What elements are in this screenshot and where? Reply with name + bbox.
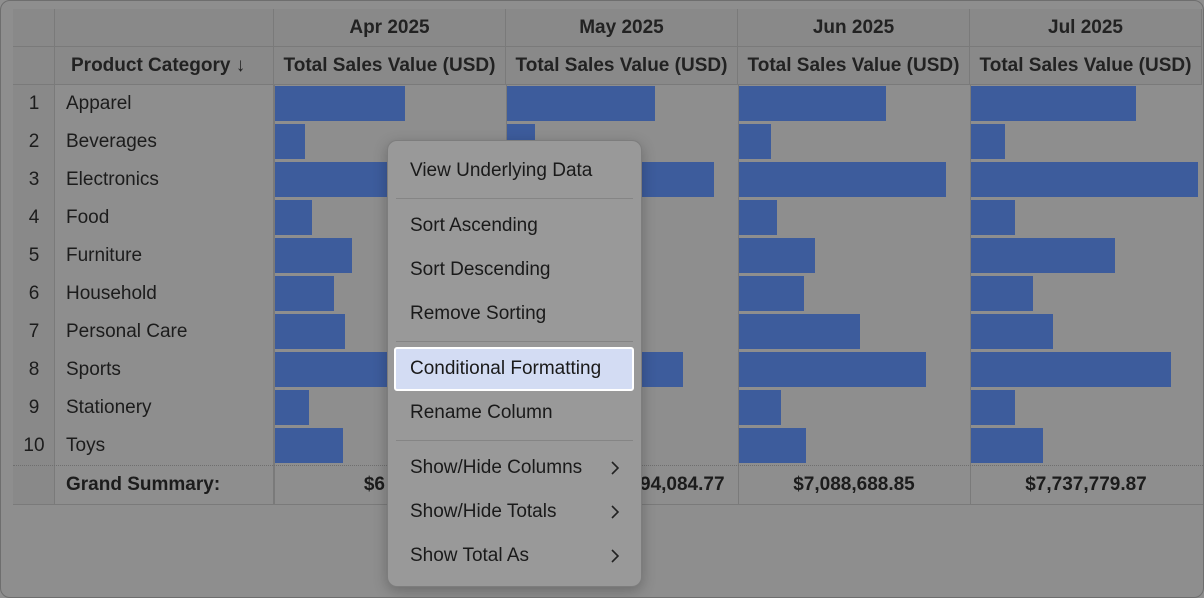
menu-divider [396, 440, 633, 441]
summary-value: $7,088,688.85 [793, 474, 915, 495]
corner [13, 47, 55, 85]
menu-item-label: Show/Hide Columns [410, 457, 583, 478]
row-label: Food [66, 207, 110, 228]
data-bar [739, 314, 860, 349]
menu-divider [396, 198, 633, 199]
data-bar [275, 314, 346, 349]
data-bar [275, 390, 310, 425]
measure-header[interactable]: Total Sales Value (USD) [970, 47, 1202, 85]
month-header[interactable]: Jun 2025 [738, 9, 970, 47]
month-header[interactable]: Jul 2025 [970, 9, 1202, 47]
submenu-arrow [611, 461, 620, 475]
menu-item[interactable]: Rename Column [394, 391, 634, 435]
summary-value: 94,084.77 [640, 474, 725, 495]
data-bar [739, 162, 946, 197]
summary-value: $6 [363, 474, 385, 495]
data-bar [971, 314, 1053, 349]
data-bar [275, 428, 344, 463]
row-label: Apparel [66, 93, 132, 114]
submenu-arrow [611, 549, 620, 563]
data-bar [275, 200, 312, 235]
row-number: 3 [28, 169, 40, 190]
data-bar [971, 200, 1016, 235]
data-bar [739, 124, 771, 159]
month-header[interactable]: Apr 2025 [274, 9, 506, 47]
data-bar [739, 428, 806, 463]
summary-label: Grand Summary: [66, 474, 221, 495]
measure-header[interactable]: Total Sales Value (USD) [738, 47, 970, 85]
menu-item[interactable]: Show/Hide Columns [394, 446, 634, 490]
menu-item[interactable]: Sort Descending [394, 248, 634, 292]
data-bar [275, 276, 335, 311]
row-header[interactable]: Product Category ↓ [55, 47, 274, 85]
submenu-arrow [611, 505, 620, 519]
menu-item[interactable]: View Underlying Data [394, 149, 634, 193]
data-bar [275, 124, 305, 159]
data-bar [971, 428, 1043, 463]
menu-item-label: Sort Ascending [410, 215, 538, 236]
menu-item-label: Show/Hide Totals [410, 501, 557, 522]
row-label: Stationery [66, 397, 152, 418]
row-number: 5 [28, 245, 40, 266]
data-bar [275, 238, 352, 273]
row-label: Household [66, 283, 157, 304]
menu-item-label: Conditional Formatting [410, 358, 602, 379]
month-header[interactable]: May 2025 [506, 9, 738, 47]
row-number: 2 [28, 131, 40, 152]
data-bar [739, 200, 778, 235]
column-divider [738, 85, 739, 505]
menu-item[interactable]: Remove Sorting [394, 292, 634, 336]
corner [13, 9, 55, 47]
data-bar [971, 238, 1116, 273]
column-divider [970, 85, 971, 505]
row-number: 7 [28, 321, 40, 342]
column-divider [274, 85, 275, 505]
data-bar [739, 352, 926, 387]
row-label: Beverages [66, 131, 157, 152]
row-number: 8 [28, 359, 40, 380]
menu-item[interactable]: Show/Hide Totals [394, 490, 634, 534]
row-number: 9 [28, 397, 40, 418]
menu-item[interactable]: Conditional Formatting [394, 347, 634, 391]
row-label: Electronics [66, 169, 159, 190]
menu-item-label: Show Total As [410, 545, 530, 566]
data-bar [971, 162, 1198, 197]
corner [55, 9, 274, 47]
data-bar [971, 124, 1006, 159]
data-bar [507, 86, 656, 121]
menu-divider [396, 341, 633, 342]
data-bar [971, 352, 1172, 387]
row-label: Furniture [66, 245, 143, 266]
row-number: 6 [28, 283, 40, 304]
row-label: Personal Care [66, 321, 188, 342]
data-bar [739, 276, 805, 311]
menu-item[interactable]: Sort Ascending [394, 204, 634, 248]
row-label: Toys [66, 435, 106, 456]
data-bar [971, 86, 1137, 121]
data-bar [971, 390, 1016, 425]
data-bar [739, 238, 815, 273]
summary-value: $7,737,779.87 [1025, 474, 1147, 495]
measure-header[interactable]: Total Sales Value (USD) [506, 47, 738, 85]
data-bar [971, 276, 1033, 311]
menu-item[interactable]: Show Total As [394, 534, 634, 578]
row-number: 10 [23, 435, 45, 456]
data-bar [275, 86, 406, 121]
data-bar [739, 390, 781, 425]
row-number: 1 [28, 93, 40, 114]
menu-item-label: Remove Sorting [410, 303, 547, 324]
menu-item-label: View Underlying Data [410, 160, 593, 181]
row-number-column [13, 85, 55, 505]
measure-header[interactable]: Total Sales Value (USD) [274, 47, 506, 85]
row-number: 4 [28, 207, 40, 228]
row-label: Sports [66, 359, 121, 380]
menu-item-label: Rename Column [410, 402, 553, 423]
context-menu: View Underlying Data Sort Ascending Sort D… [387, 140, 642, 587]
category-column [55, 85, 274, 505]
data-bar [739, 86, 886, 121]
menu-item-label: Sort Descending [410, 259, 551, 280]
